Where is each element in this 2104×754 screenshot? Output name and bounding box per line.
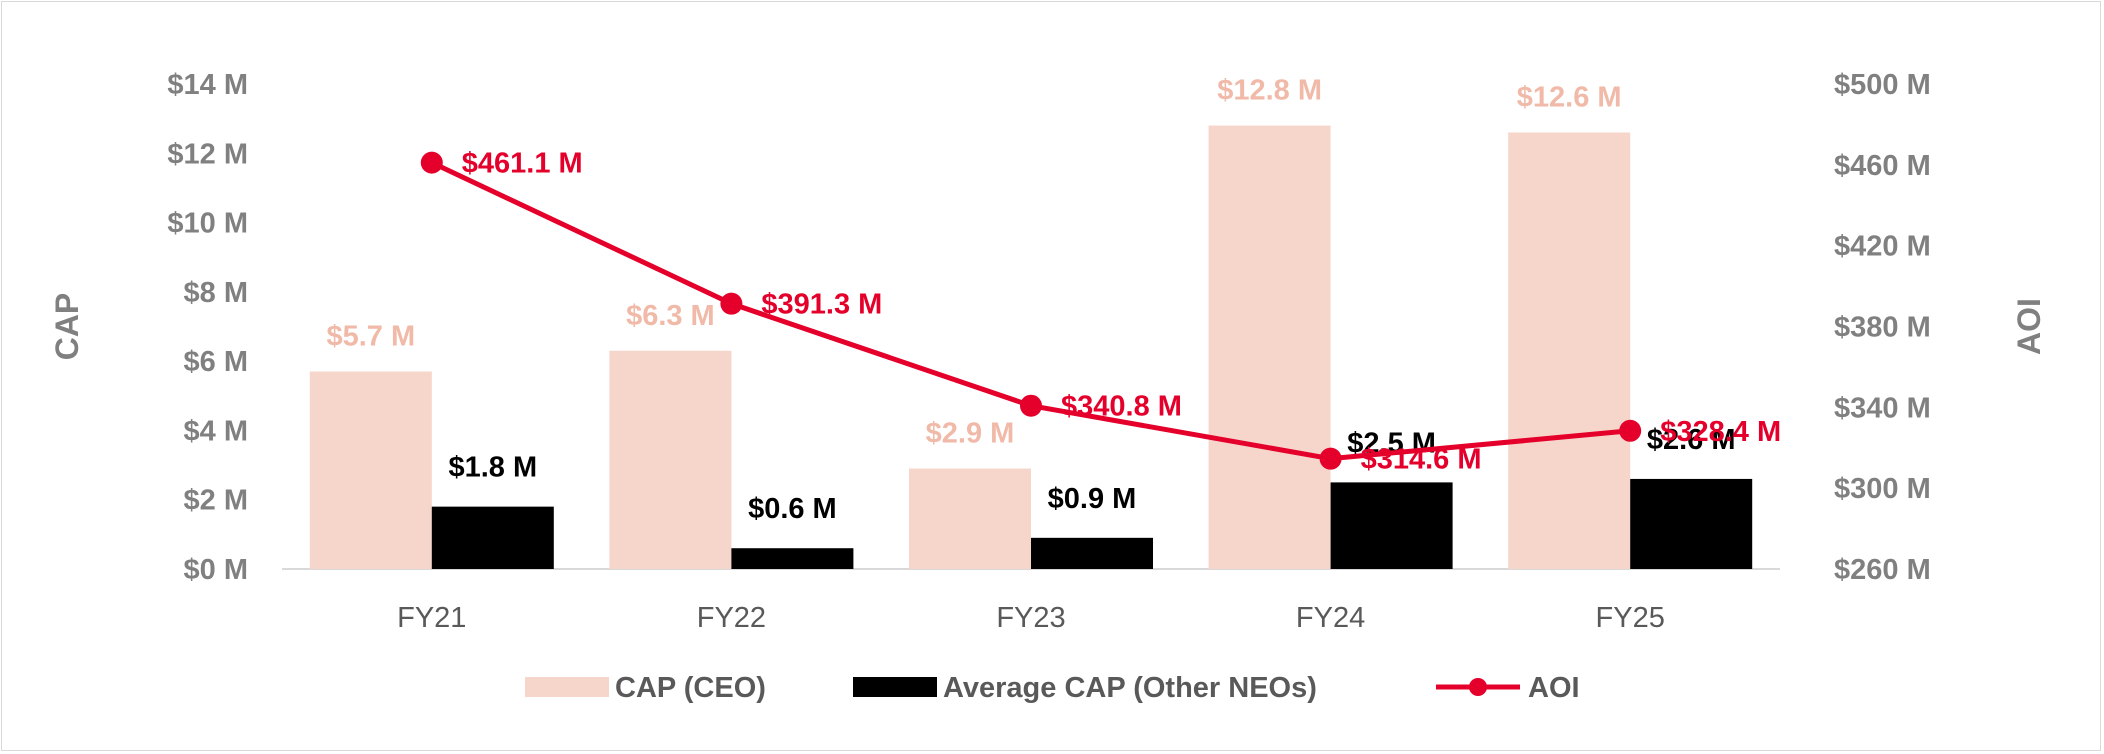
- y-right-axis-title: AOI: [2011, 298, 2047, 355]
- y-left-tick-label: $8 M: [184, 277, 248, 309]
- bar-cap-ceo: [609, 350, 732, 569]
- x-tick-label: FY24: [1296, 602, 1365, 634]
- data-label-average-cap-neos: $0.6 M: [748, 493, 837, 525]
- x-tick-label: FY25: [1596, 602, 1665, 634]
- bar-average-cap-neos: [1330, 482, 1453, 569]
- legend-swatch-cap-ceo: [525, 677, 609, 697]
- y-right-tick-label: $420 M: [1834, 231, 1931, 263]
- x-tick-label: FY22: [697, 602, 766, 634]
- y-left-axis-title: CAP: [49, 293, 85, 361]
- data-label-average-cap-neos: $2.6 M: [1647, 424, 1736, 456]
- data-label-aoi: $328.4 M: [1660, 416, 1781, 448]
- y-right-tick-label: $500 M: [1834, 69, 1931, 101]
- y-left-tick-label: $4 M: [184, 415, 248, 447]
- data-label-cap-ceo: $2.9 M: [926, 418, 1015, 450]
- bar-cap-ceo: [309, 371, 432, 569]
- legend-label-aoi: AOI: [1528, 672, 1580, 704]
- bar-average-cap-neos: [1031, 537, 1153, 569]
- data-label-cap-ceo: $12.6 M: [1517, 82, 1622, 114]
- legend-swatch-average-cap-neos: [853, 677, 937, 697]
- y-left-tick-label: $2 M: [184, 485, 248, 517]
- y-right-tick-label: $460 M: [1834, 150, 1931, 182]
- data-label-aoi: $461.1 M: [462, 148, 583, 180]
- y-right-tick-label: $340 M: [1834, 392, 1931, 424]
- legend-label-average-cap-neos: Average CAP (Other NEOs): [943, 672, 1317, 704]
- x-tick-label: FY21: [397, 602, 466, 634]
- y-right-tick-label: $260 M: [1834, 554, 1931, 586]
- data-label-cap-ceo: $12.8 M: [1217, 75, 1322, 107]
- bar-cap-ceo: [1508, 132, 1631, 569]
- bar-average-cap-neos: [1630, 478, 1753, 569]
- point-aoi: [1020, 394, 1042, 417]
- y-left-tick-label: $6 M: [184, 346, 248, 378]
- data-label-aoi: $391.3 M: [761, 289, 882, 321]
- data-label-aoi: $314.6 M: [1361, 444, 1482, 476]
- y-right-tick-label: $380 M: [1834, 312, 1931, 344]
- point-aoi: [720, 292, 743, 315]
- y-left-tick-label: $12 M: [167, 138, 248, 170]
- bar-cap-ceo: [1208, 125, 1331, 570]
- point-aoi: [1319, 447, 1342, 470]
- bar-cap-ceo: [909, 468, 1031, 569]
- y-left-tick-label: $10 M: [167, 208, 248, 240]
- y-left-tick-label: $0 M: [184, 554, 248, 586]
- legend-marker-aoi: [1469, 678, 1487, 696]
- bar-average-cap-neos: [431, 506, 554, 569]
- y-right-tick-label: $300 M: [1834, 473, 1931, 505]
- point-aoi: [420, 151, 443, 174]
- data-label-average-cap-neos: $0.9 M: [1048, 483, 1137, 515]
- legend-label-cap-ceo: CAP (CEO): [615, 672, 766, 704]
- y-left-tick-label: $14 M: [167, 69, 248, 101]
- data-label-cap-ceo: $6.3 M: [626, 300, 715, 332]
- x-tick-label: FY23: [996, 602, 1065, 634]
- data-label-average-cap-neos: $1.8 M: [448, 452, 537, 484]
- point-aoi: [1619, 419, 1642, 442]
- bar-average-cap-neos: [731, 548, 854, 569]
- data-label-cap-ceo: $5.7 M: [326, 321, 415, 353]
- data-label-aoi: $340.8 M: [1061, 391, 1182, 423]
